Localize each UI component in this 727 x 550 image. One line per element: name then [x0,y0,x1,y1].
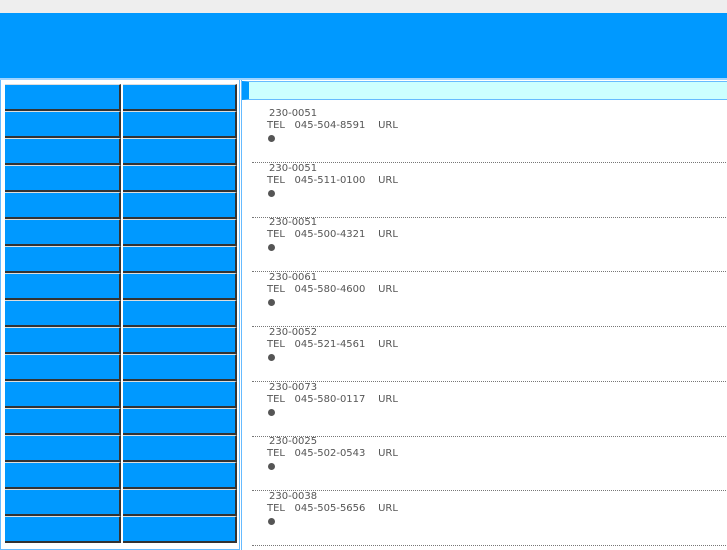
url-link[interactable]: URL [378,393,398,405]
contact-line: TEL 045-580-4600 URL [267,284,398,295]
sidebar [0,80,240,550]
listing-item: 230-0073 TEL 045-580-0117 URL [252,382,727,437]
sidebar-nav-button[interactable] [5,111,121,138]
postal-code: 230-0038 [269,490,318,502]
tel-label: TEL [267,229,285,241]
browser-top-bar [0,0,727,13]
sidebar-nav-button[interactable] [123,273,237,300]
phone-number: 045-521-4561 [294,338,366,350]
contact-line: TEL 045-500-4321 URL [267,229,398,240]
postal-code: 230-0073 [269,381,318,393]
url-link[interactable]: URL [378,502,398,514]
site-header-banner [0,13,727,78]
bullet-icon [268,353,275,361]
sidebar-nav-button[interactable] [123,381,237,408]
sidebar-nav-button[interactable] [123,462,237,489]
sidebar-nav-button[interactable] [123,111,237,138]
sidebar-nav-button[interactable] [123,327,237,354]
bullet-icon [268,408,275,416]
sidebar-nav-button[interactable] [123,84,237,111]
bullet-icon [268,244,275,252]
url-link[interactable]: URL [378,338,398,350]
listing-item: 230-0051 TEL 045-511-0100 URL [252,163,727,218]
bullet-icon [268,463,275,471]
sidebar-nav-button[interactable] [123,300,237,327]
sidebar-nav-button[interactable] [5,84,121,111]
sidebar-nav-button[interactable] [123,354,237,381]
tel-label: TEL [267,502,285,514]
postal-code: 230-0051 [269,162,318,174]
sidebar-nav-button[interactable] [123,246,237,273]
phone-number: 045-580-0117 [294,393,366,405]
phone-number: 045-511-0100 [294,174,366,186]
contact-line: TEL 045-505-5656 URL [267,503,398,514]
tel-label: TEL [267,174,285,186]
sidebar-nav-button[interactable] [5,408,121,435]
sidebar-nav-button[interactable] [5,516,121,543]
sidebar-nav-button[interactable] [123,192,237,219]
tel-label: TEL [267,448,285,460]
sidebar-nav-button[interactable] [123,138,237,165]
sidebar-nav-button[interactable] [5,300,121,327]
url-link[interactable]: URL [378,229,398,241]
contact-line: TEL 045-521-4561 URL [267,339,398,350]
phone-number: 045-504-8591 [294,120,366,131]
sidebar-nav-button[interactable] [5,381,121,408]
phone-number: 045-505-5656 [294,502,366,514]
phone-number: 045-500-4321 [294,229,366,241]
postal-code: 230-0051 [269,217,318,229]
postal-code: 230-0061 [269,272,318,284]
sidebar-nav-button[interactable] [5,192,121,219]
sidebar-nav-button[interactable] [5,219,121,246]
url-link[interactable]: URL [378,174,398,186]
header-divider [0,78,727,80]
tel-label: TEL [267,120,285,131]
listing-item: 230-0051 TEL 045-504-8591 URL [252,108,727,163]
bullet-icon [268,299,275,307]
url-link[interactable]: URL [378,284,398,296]
sidebar-nav-grid [5,84,237,543]
sidebar-nav-button[interactable] [5,138,121,165]
listing-item: 230-0038 TEL 045-505-5656 URL [252,491,727,546]
contact-line: TEL 045-580-0117 URL [267,394,398,405]
phone-number: 045-580-4600 [294,284,366,296]
bullet-icon [268,517,275,525]
sidebar-nav-button[interactable] [123,516,237,543]
sidebar-nav-button[interactable] [123,435,237,462]
sidebar-nav-button[interactable] [5,327,121,354]
sidebar-nav-button[interactable] [123,489,237,516]
sidebar-nav-button[interactable] [123,165,237,192]
bullet-icon [268,135,275,142]
listing-item: 230-0052 TEL 045-521-4561 URL [252,327,727,382]
postal-code: 230-0051 [269,108,318,119]
sidebar-nav-button[interactable] [5,273,121,300]
sidebar-nav-button[interactable] [5,462,121,489]
sidebar-nav-button[interactable] [123,408,237,435]
listing-item: 230-0051 TEL 045-500-4321 URL [252,217,727,273]
sidebar-nav-button[interactable] [5,246,121,273]
sidebar-nav-button[interactable] [5,435,121,462]
postal-code: 230-0025 [269,436,318,448]
contact-line: TEL 045-502-0543 URL [267,448,398,459]
bullet-icon [268,189,275,197]
sidebar-nav-button[interactable] [123,219,237,246]
listing-item: 230-0025 TEL 045-502-0543 URL [252,436,727,492]
url-link[interactable]: URL [378,120,398,131]
sidebar-nav-button[interactable] [5,165,121,192]
sidebar-nav-button[interactable] [5,489,121,516]
sidebar-nav-button[interactable] [5,354,121,381]
phone-number: 045-502-0543 [294,448,366,460]
tel-label: TEL [267,338,285,350]
tel-label: TEL [267,393,285,405]
postal-code: 230-0052 [269,326,318,338]
section-header [242,81,727,100]
main-content: 230-0051 TEL 045-504-8591 URL 230-0051 T… [241,80,727,550]
url-link[interactable]: URL [378,448,398,460]
tel-label: TEL [267,284,285,296]
listing-item: 230-0061 TEL 045-580-4600 URL [252,272,727,328]
contact-line: TEL 045-504-8591 URL [267,120,398,131]
contact-line: TEL 045-511-0100 URL [267,175,398,186]
